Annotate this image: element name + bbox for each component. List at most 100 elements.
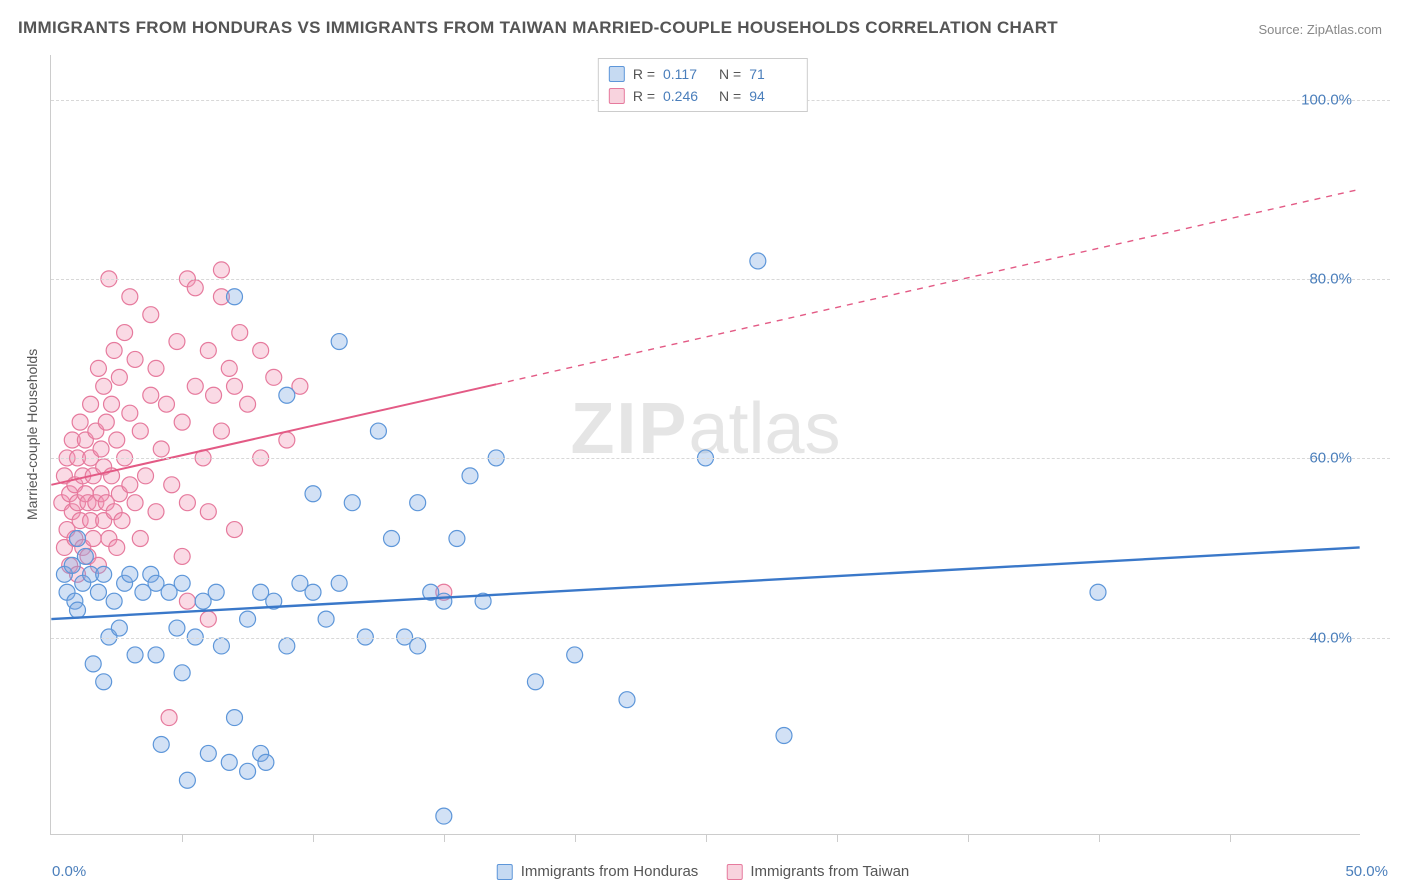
honduras-point	[344, 495, 360, 511]
taiwan-point	[122, 477, 138, 493]
taiwan-point	[117, 325, 133, 341]
honduras-point	[127, 647, 143, 663]
honduras-point	[305, 584, 321, 600]
honduras-point	[258, 754, 274, 770]
r-value-honduras: 0.117	[663, 63, 711, 85]
honduras-point	[331, 575, 347, 591]
taiwan-point	[148, 360, 164, 376]
taiwan-point	[98, 414, 114, 430]
honduras-point	[70, 602, 86, 618]
taiwan-point	[227, 378, 243, 394]
taiwan-point	[164, 477, 180, 493]
honduras-point	[279, 387, 295, 403]
honduras-point	[750, 253, 766, 269]
r-label: R =	[633, 85, 655, 107]
honduras-point	[106, 593, 122, 609]
x-tick	[313, 834, 314, 842]
honduras-point	[148, 647, 164, 663]
gridline-horizontal	[51, 458, 1390, 459]
n-label: N =	[719, 85, 741, 107]
x-tick	[968, 834, 969, 842]
honduras-point	[90, 584, 106, 600]
taiwan-point	[104, 396, 120, 412]
x-tick	[444, 834, 445, 842]
taiwan-point	[114, 513, 130, 529]
taiwan-point	[132, 531, 148, 547]
x-tick	[1230, 834, 1231, 842]
honduras-point	[318, 611, 334, 627]
taiwan-point	[213, 262, 229, 278]
taiwan-point	[179, 495, 195, 511]
taiwan-point	[253, 342, 269, 358]
x-tick	[182, 834, 183, 842]
y-tick-label: 100.0%	[1301, 91, 1352, 108]
n-label: N =	[719, 63, 741, 85]
honduras-point	[1090, 584, 1106, 600]
taiwan-point	[143, 307, 159, 323]
taiwan-point	[143, 387, 159, 403]
x-tick	[575, 834, 576, 842]
taiwan-point	[227, 522, 243, 538]
honduras-point	[227, 289, 243, 305]
swatch-blue-icon	[497, 864, 513, 880]
taiwan-point	[109, 432, 125, 448]
y-axis-label: Married-couple Households	[24, 349, 40, 520]
honduras-point	[527, 674, 543, 690]
gridline-horizontal	[51, 638, 1390, 639]
honduras-point	[370, 423, 386, 439]
honduras-point	[213, 638, 229, 654]
taiwan-point	[106, 342, 122, 358]
taiwan-point	[83, 396, 99, 412]
honduras-trendline-solid	[51, 547, 1359, 619]
legend-item-taiwan: Immigrants from Taiwan	[726, 863, 909, 880]
honduras-point	[384, 531, 400, 547]
honduras-point	[111, 620, 127, 636]
honduras-point	[122, 566, 138, 582]
stats-row-honduras: R = 0.117 N = 71	[609, 63, 797, 85]
taiwan-point	[200, 504, 216, 520]
honduras-point	[96, 566, 112, 582]
taiwan-point	[127, 351, 143, 367]
honduras-point	[331, 334, 347, 350]
taiwan-point	[213, 423, 229, 439]
legend-item-honduras: Immigrants from Honduras	[497, 863, 699, 880]
taiwan-point	[111, 369, 127, 385]
honduras-point	[77, 548, 93, 564]
r-value-taiwan: 0.246	[663, 85, 711, 107]
taiwan-point	[85, 531, 101, 547]
taiwan-point	[158, 396, 174, 412]
honduras-point	[279, 638, 295, 654]
honduras-point	[436, 808, 452, 824]
bottom-legend: Immigrants from Honduras Immigrants from…	[497, 863, 910, 880]
x-tick	[1099, 834, 1100, 842]
swatch-pink-icon	[609, 88, 625, 104]
taiwan-point	[240, 396, 256, 412]
honduras-point	[410, 495, 426, 511]
legend-label-honduras: Immigrants from Honduras	[521, 863, 699, 880]
honduras-point	[70, 531, 86, 547]
taiwan-point	[200, 342, 216, 358]
honduras-point	[619, 692, 635, 708]
chart-title: IMMIGRANTS FROM HONDURAS VS IMMIGRANTS F…	[18, 18, 1058, 38]
taiwan-point	[148, 504, 164, 520]
taiwan-point	[187, 280, 203, 296]
taiwan-point	[174, 414, 190, 430]
r-label: R =	[633, 63, 655, 85]
swatch-pink-icon	[726, 864, 742, 880]
taiwan-point	[206, 387, 222, 403]
taiwan-point	[179, 593, 195, 609]
y-tick-label: 60.0%	[1309, 450, 1352, 467]
taiwan-point	[93, 441, 109, 457]
taiwan-point	[153, 441, 169, 457]
taiwan-point	[109, 539, 125, 555]
gridline-horizontal	[51, 279, 1390, 280]
taiwan-point	[90, 360, 106, 376]
n-value-honduras: 71	[749, 63, 797, 85]
taiwan-point	[122, 405, 138, 421]
honduras-point	[208, 584, 224, 600]
honduras-point	[85, 656, 101, 672]
taiwan-point	[161, 710, 177, 726]
x-tick	[706, 834, 707, 842]
honduras-point	[153, 736, 169, 752]
honduras-point	[410, 638, 426, 654]
